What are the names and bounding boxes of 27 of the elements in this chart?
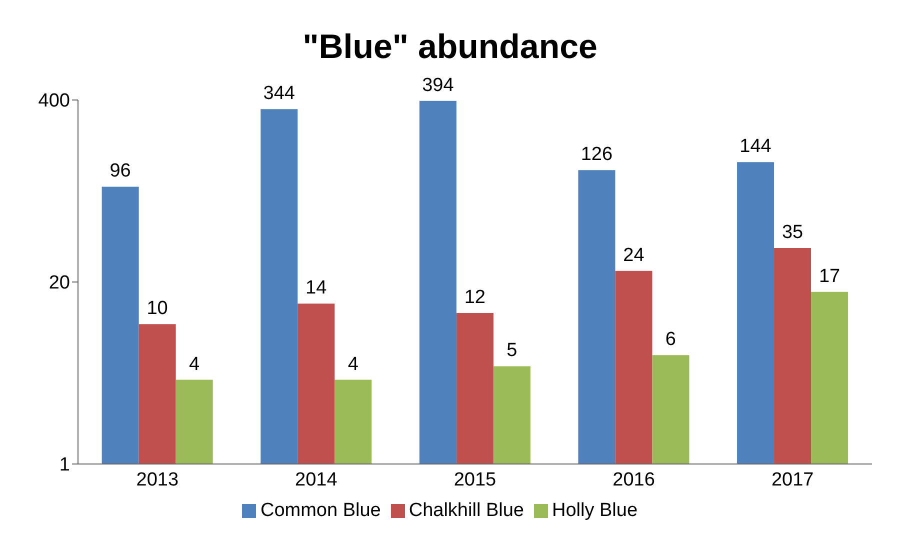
data-label: 126 xyxy=(580,144,613,166)
x-tick-label: 2017 xyxy=(771,469,814,490)
legend-label: Chalkhill Blue xyxy=(408,500,524,521)
data-label: 17 xyxy=(818,266,840,287)
x-tick-label: 2015 xyxy=(454,469,496,490)
legend-label: Holly Blue xyxy=(552,500,638,521)
data-label: 96 xyxy=(110,160,131,182)
x-tick-label: 2013 xyxy=(136,469,179,490)
data-label: 10 xyxy=(146,298,168,320)
chart-title: "Blue" abundance xyxy=(302,27,598,68)
y-tick-label: 400 xyxy=(38,90,70,112)
data-label: 4 xyxy=(348,354,359,375)
data-label: 35 xyxy=(782,222,804,243)
data-label: 24 xyxy=(623,244,645,266)
y-tick-label: 20 xyxy=(48,272,70,294)
legend-label: Common Blue xyxy=(260,500,381,521)
data-label: 5 xyxy=(506,340,518,362)
data-label: 12 xyxy=(464,287,486,308)
data-label: 14 xyxy=(306,278,328,299)
data-label: 6 xyxy=(665,329,676,350)
x-tick-label: 2016 xyxy=(612,469,655,490)
data-label: 394 xyxy=(422,74,454,96)
data-label: 144 xyxy=(740,136,772,158)
y-tick-label: 1 xyxy=(59,454,70,476)
data-label: 4 xyxy=(189,354,200,375)
data-label: 344 xyxy=(263,83,296,104)
x-tick-label: 2014 xyxy=(295,469,338,490)
